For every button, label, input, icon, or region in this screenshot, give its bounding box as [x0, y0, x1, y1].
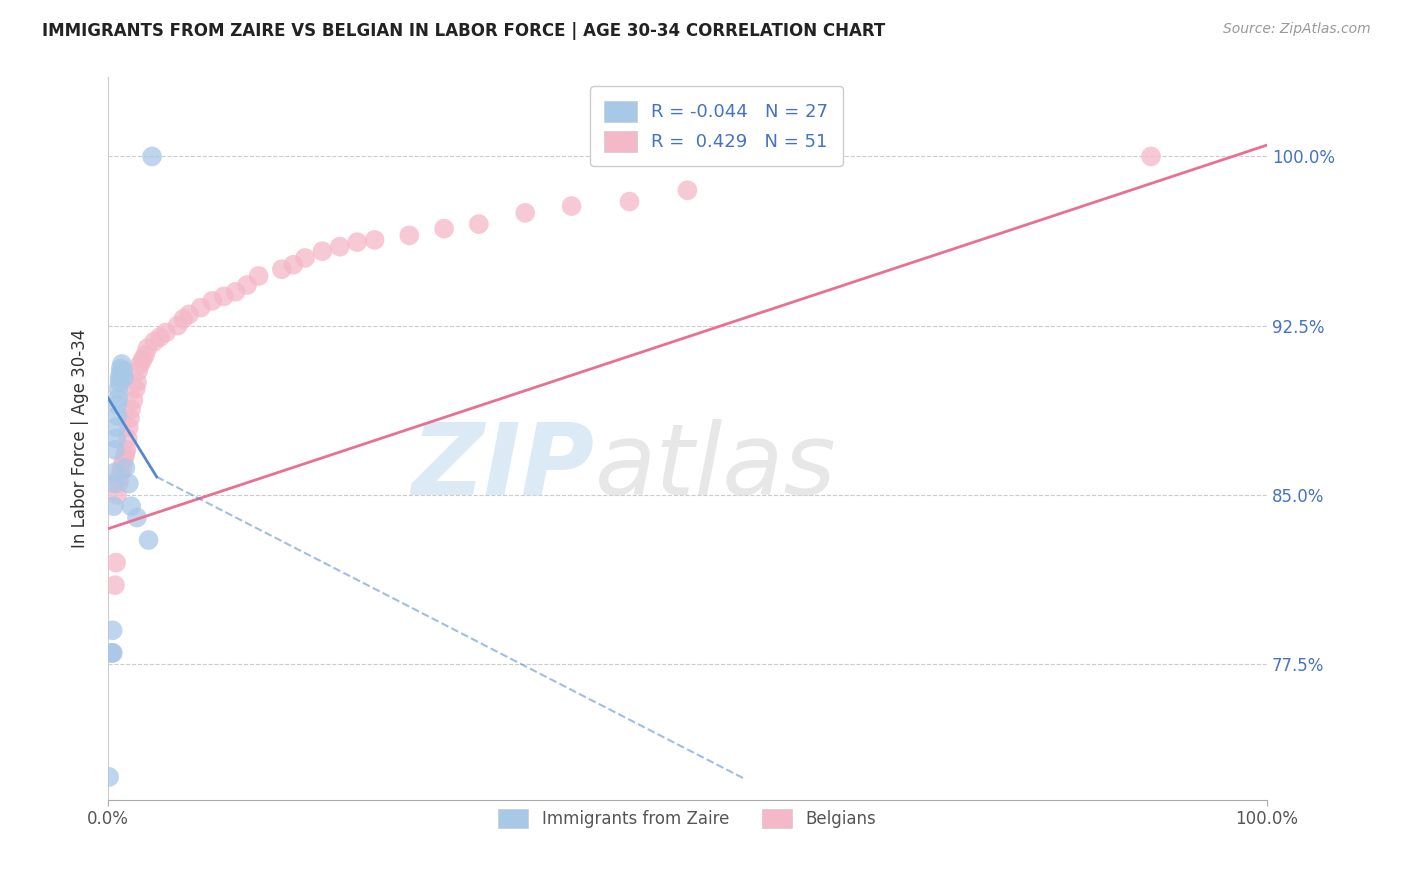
Point [105, 432, 128, 446]
Point [294, 251, 316, 265]
Point [311, 244, 333, 259]
Point [105, 420, 128, 434]
Point [104, 466, 127, 480]
Point [212, 289, 235, 303]
Point [433, 221, 456, 235]
Point [108, 370, 131, 384]
Point [134, 348, 156, 362]
Legend: Immigrants from Zaire, Belgians: Immigrants from Zaire, Belgians [492, 802, 883, 835]
Point [125, 510, 148, 524]
Point [141, 149, 163, 163]
Point [103, 476, 125, 491]
Point [283, 258, 305, 272]
Point [112, 451, 135, 466]
Point [110, 466, 132, 480]
Point [101, 624, 124, 638]
Point [398, 228, 420, 243]
Point [190, 301, 212, 315]
Point [136, 341, 159, 355]
Point [125, 375, 148, 389]
Point [1140, 149, 1163, 163]
Point [112, 456, 135, 470]
Point [118, 476, 141, 491]
Point [363, 233, 385, 247]
Y-axis label: In Labor Force | Age 30-34: In Labor Force | Age 30-34 [72, 329, 89, 548]
Point [127, 364, 149, 378]
Point [561, 199, 583, 213]
Point [247, 268, 270, 283]
Point [236, 278, 259, 293]
Point [149, 330, 172, 344]
Point [110, 366, 132, 380]
Point [104, 442, 127, 457]
Point [120, 402, 142, 417]
Point [125, 382, 148, 396]
Point [108, 375, 131, 389]
Point [270, 262, 292, 277]
Point [619, 194, 641, 209]
Point [104, 578, 127, 592]
Point [108, 472, 131, 486]
Point [111, 357, 134, 371]
Point [107, 382, 129, 396]
Point [111, 460, 134, 475]
Point [676, 183, 699, 197]
Point [179, 307, 201, 321]
Point [132, 352, 155, 367]
Point [329, 240, 352, 254]
Point [346, 235, 368, 249]
Point [112, 370, 135, 384]
Point [166, 318, 188, 333]
Point [122, 393, 145, 408]
Point [114, 447, 136, 461]
Point [515, 206, 537, 220]
Text: ZIP: ZIP [412, 419, 595, 516]
Point [105, 409, 128, 423]
Point [118, 411, 141, 425]
Point [105, 488, 128, 502]
Point [224, 285, 246, 299]
Text: Source: ZipAtlas.com: Source: ZipAtlas.com [1223, 22, 1371, 37]
Text: atlas: atlas [595, 419, 837, 516]
Point [105, 556, 128, 570]
Point [107, 476, 129, 491]
Point [117, 432, 139, 446]
Point [120, 499, 142, 513]
Point [172, 311, 194, 326]
Point [110, 361, 132, 376]
Point [112, 364, 135, 378]
Point [98, 770, 121, 784]
Point [114, 460, 136, 475]
Point [155, 326, 177, 340]
Point [201, 293, 224, 308]
Point [105, 398, 128, 412]
Point [138, 533, 160, 547]
Point [115, 442, 138, 457]
Text: IMMIGRANTS FROM ZAIRE VS BELGIAN IN LABOR FORCE | AGE 30-34 CORRELATION CHART: IMMIGRANTS FROM ZAIRE VS BELGIAN IN LABO… [42, 22, 886, 40]
Point [107, 391, 129, 405]
Point [101, 646, 124, 660]
Point [129, 357, 152, 371]
Point [118, 420, 141, 434]
Point [468, 217, 491, 231]
Point [143, 334, 166, 349]
Point [100, 646, 122, 660]
Point [101, 646, 124, 660]
Point [103, 499, 125, 513]
